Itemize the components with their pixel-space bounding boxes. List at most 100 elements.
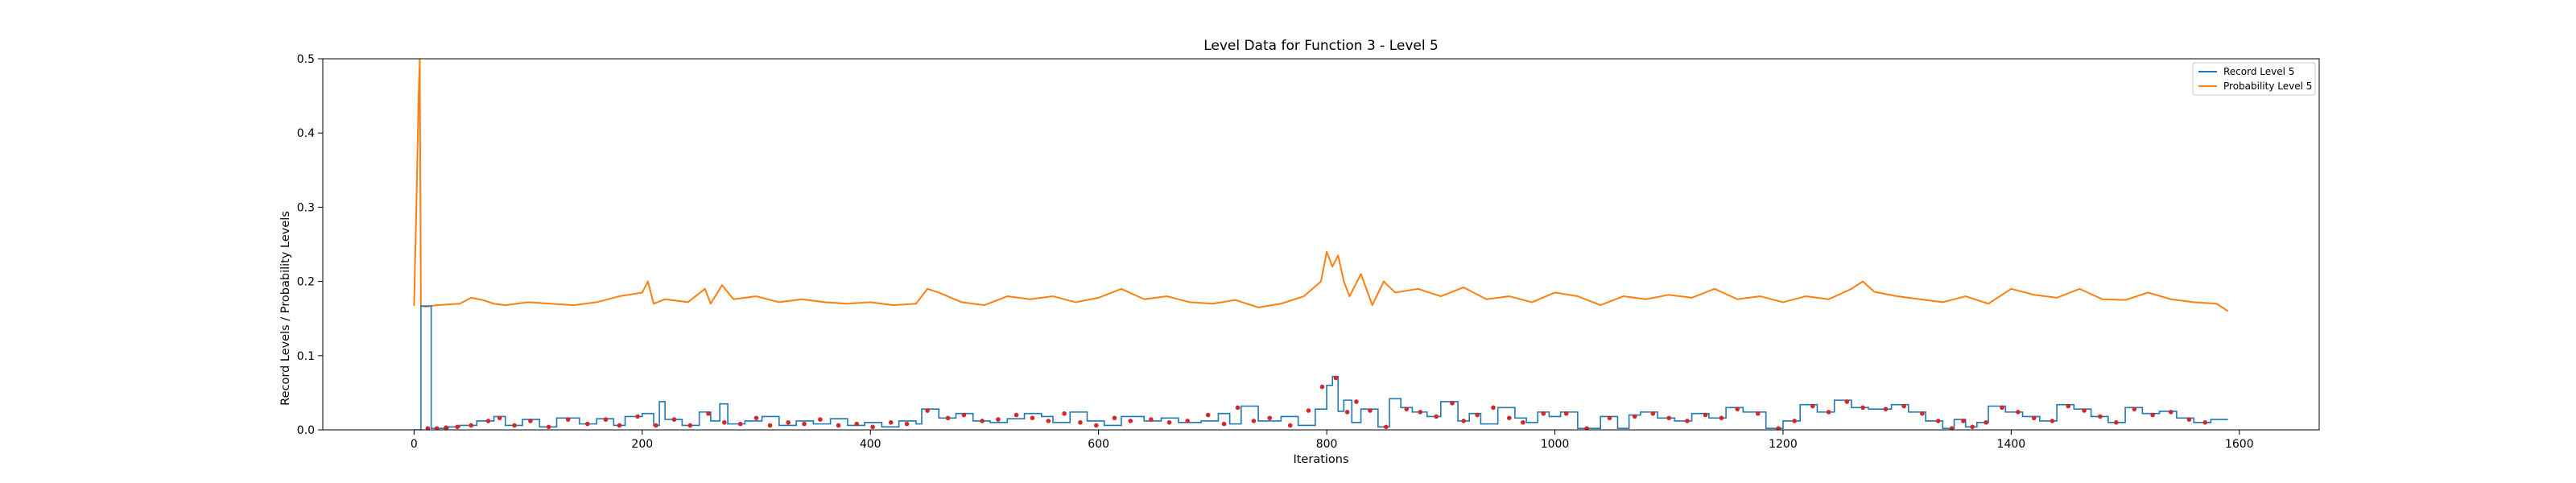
record-marker — [2031, 415, 2037, 421]
y-tick-label: 0.1 — [297, 350, 315, 363]
x-tick-label: 1400 — [1997, 438, 2026, 451]
record-marker — [1128, 419, 1133, 423]
record-marker — [485, 419, 491, 423]
record-marker — [1883, 407, 1889, 411]
record-marker — [1166, 419, 1172, 425]
record-marker — [671, 417, 677, 422]
record-marker — [945, 415, 951, 421]
record-marker — [888, 419, 894, 425]
y-tick-label: 0.5 — [297, 53, 315, 66]
record-marker — [635, 414, 640, 419]
record-marker — [1970, 424, 1975, 430]
record-marker — [1333, 375, 1339, 381]
record-marker — [1221, 421, 1227, 427]
record-marker — [1094, 423, 1099, 428]
record-marker — [546, 424, 551, 430]
record-marker — [767, 423, 773, 428]
record-marker — [1267, 415, 1273, 421]
record-marker — [1030, 415, 1035, 421]
record-marker — [1685, 419, 1690, 423]
record-marker — [1507, 415, 1512, 421]
record-marker — [753, 415, 759, 421]
x-tick-label: 800 — [1316, 438, 1338, 451]
series-line-record — [414, 305, 2228, 430]
record-marker — [584, 421, 590, 427]
record-marker — [512, 423, 517, 428]
record-marker — [1235, 405, 1241, 411]
record-marker — [2000, 405, 2004, 411]
record-marker — [444, 425, 448, 430]
record-marker — [1666, 415, 1672, 421]
record-marker — [870, 424, 875, 430]
record-marker — [1475, 412, 1480, 418]
x-tick-label: 0 — [411, 438, 418, 451]
record-marker — [1860, 405, 1865, 411]
record-marker — [2132, 407, 2137, 411]
record-marker — [1149, 417, 1154, 422]
record-marker — [1205, 412, 1211, 418]
record-marker — [1354, 399, 1359, 404]
record-marker — [1461, 419, 1466, 423]
record-marker — [706, 411, 711, 416]
record-marker — [1491, 405, 1496, 411]
record-marker — [603, 417, 609, 422]
record-marker — [1703, 412, 1708, 418]
record-marker — [722, 419, 727, 425]
record-marker — [1319, 384, 1325, 390]
record-marker — [2168, 410, 2174, 415]
y-tick-label: 0.3 — [297, 201, 315, 214]
x-tick-label: 1000 — [1541, 438, 1570, 451]
record-marker — [1062, 411, 1067, 416]
record-marker — [1563, 411, 1569, 416]
record-marker — [1584, 426, 1589, 430]
record-marker — [469, 423, 474, 428]
y-tick-label: 0.0 — [297, 424, 315, 437]
record-marker — [1078, 419, 1083, 425]
record-marker — [2016, 410, 2021, 415]
record-marker — [980, 419, 985, 423]
plot-area — [413, 59, 2229, 430]
record-marker — [2082, 408, 2087, 413]
x-axis-label: Iterations — [1293, 453, 1348, 466]
record-marker — [1844, 399, 1850, 404]
record-marker — [1920, 411, 1925, 416]
record-marker — [1776, 426, 1781, 430]
legend-box — [2192, 62, 2316, 96]
record-marker — [1650, 411, 1656, 416]
record-marker — [1755, 411, 1761, 416]
record-marker — [1826, 410, 1831, 415]
record-marker — [1306, 408, 1311, 413]
x-tick-label: 1600 — [2225, 438, 2254, 451]
record-marker — [1251, 419, 1257, 423]
record-marker — [617, 423, 622, 428]
record-marker — [1450, 401, 1455, 406]
record-marker — [2098, 414, 2103, 419]
record-marker — [1632, 414, 1637, 419]
record-marker — [854, 421, 860, 427]
record-marker — [2202, 419, 2208, 425]
record-marker — [2050, 419, 2055, 423]
record-marker — [1383, 424, 1389, 430]
record-marker — [1961, 419, 1966, 423]
record-marker — [687, 423, 693, 428]
x-tick-label: 400 — [860, 438, 881, 451]
legend-label-record: Record Level 5 — [2223, 66, 2294, 77]
record-marker — [818, 417, 823, 422]
y-axis: 0.0 0.1 0.2 0.3 0.4 0.5 — [297, 53, 323, 437]
record-marker — [434, 426, 440, 430]
record-marker — [1434, 414, 1439, 419]
record-marker — [1607, 415, 1612, 421]
record-marker — [1541, 411, 1546, 416]
y-axis-label: Record Levels / Probability Levels — [279, 211, 292, 406]
record-marker — [455, 424, 460, 430]
record-marker — [1013, 412, 1019, 418]
record-marker — [802, 421, 807, 427]
record-marker — [1418, 410, 1423, 415]
record-marker — [1185, 419, 1190, 423]
record-marker — [737, 421, 743, 427]
record-marker — [654, 423, 658, 428]
series-group — [413, 59, 2229, 430]
record-marker — [1112, 415, 1117, 421]
x-tick-label: 600 — [1088, 438, 1109, 451]
record-marker — [1984, 419, 1988, 425]
